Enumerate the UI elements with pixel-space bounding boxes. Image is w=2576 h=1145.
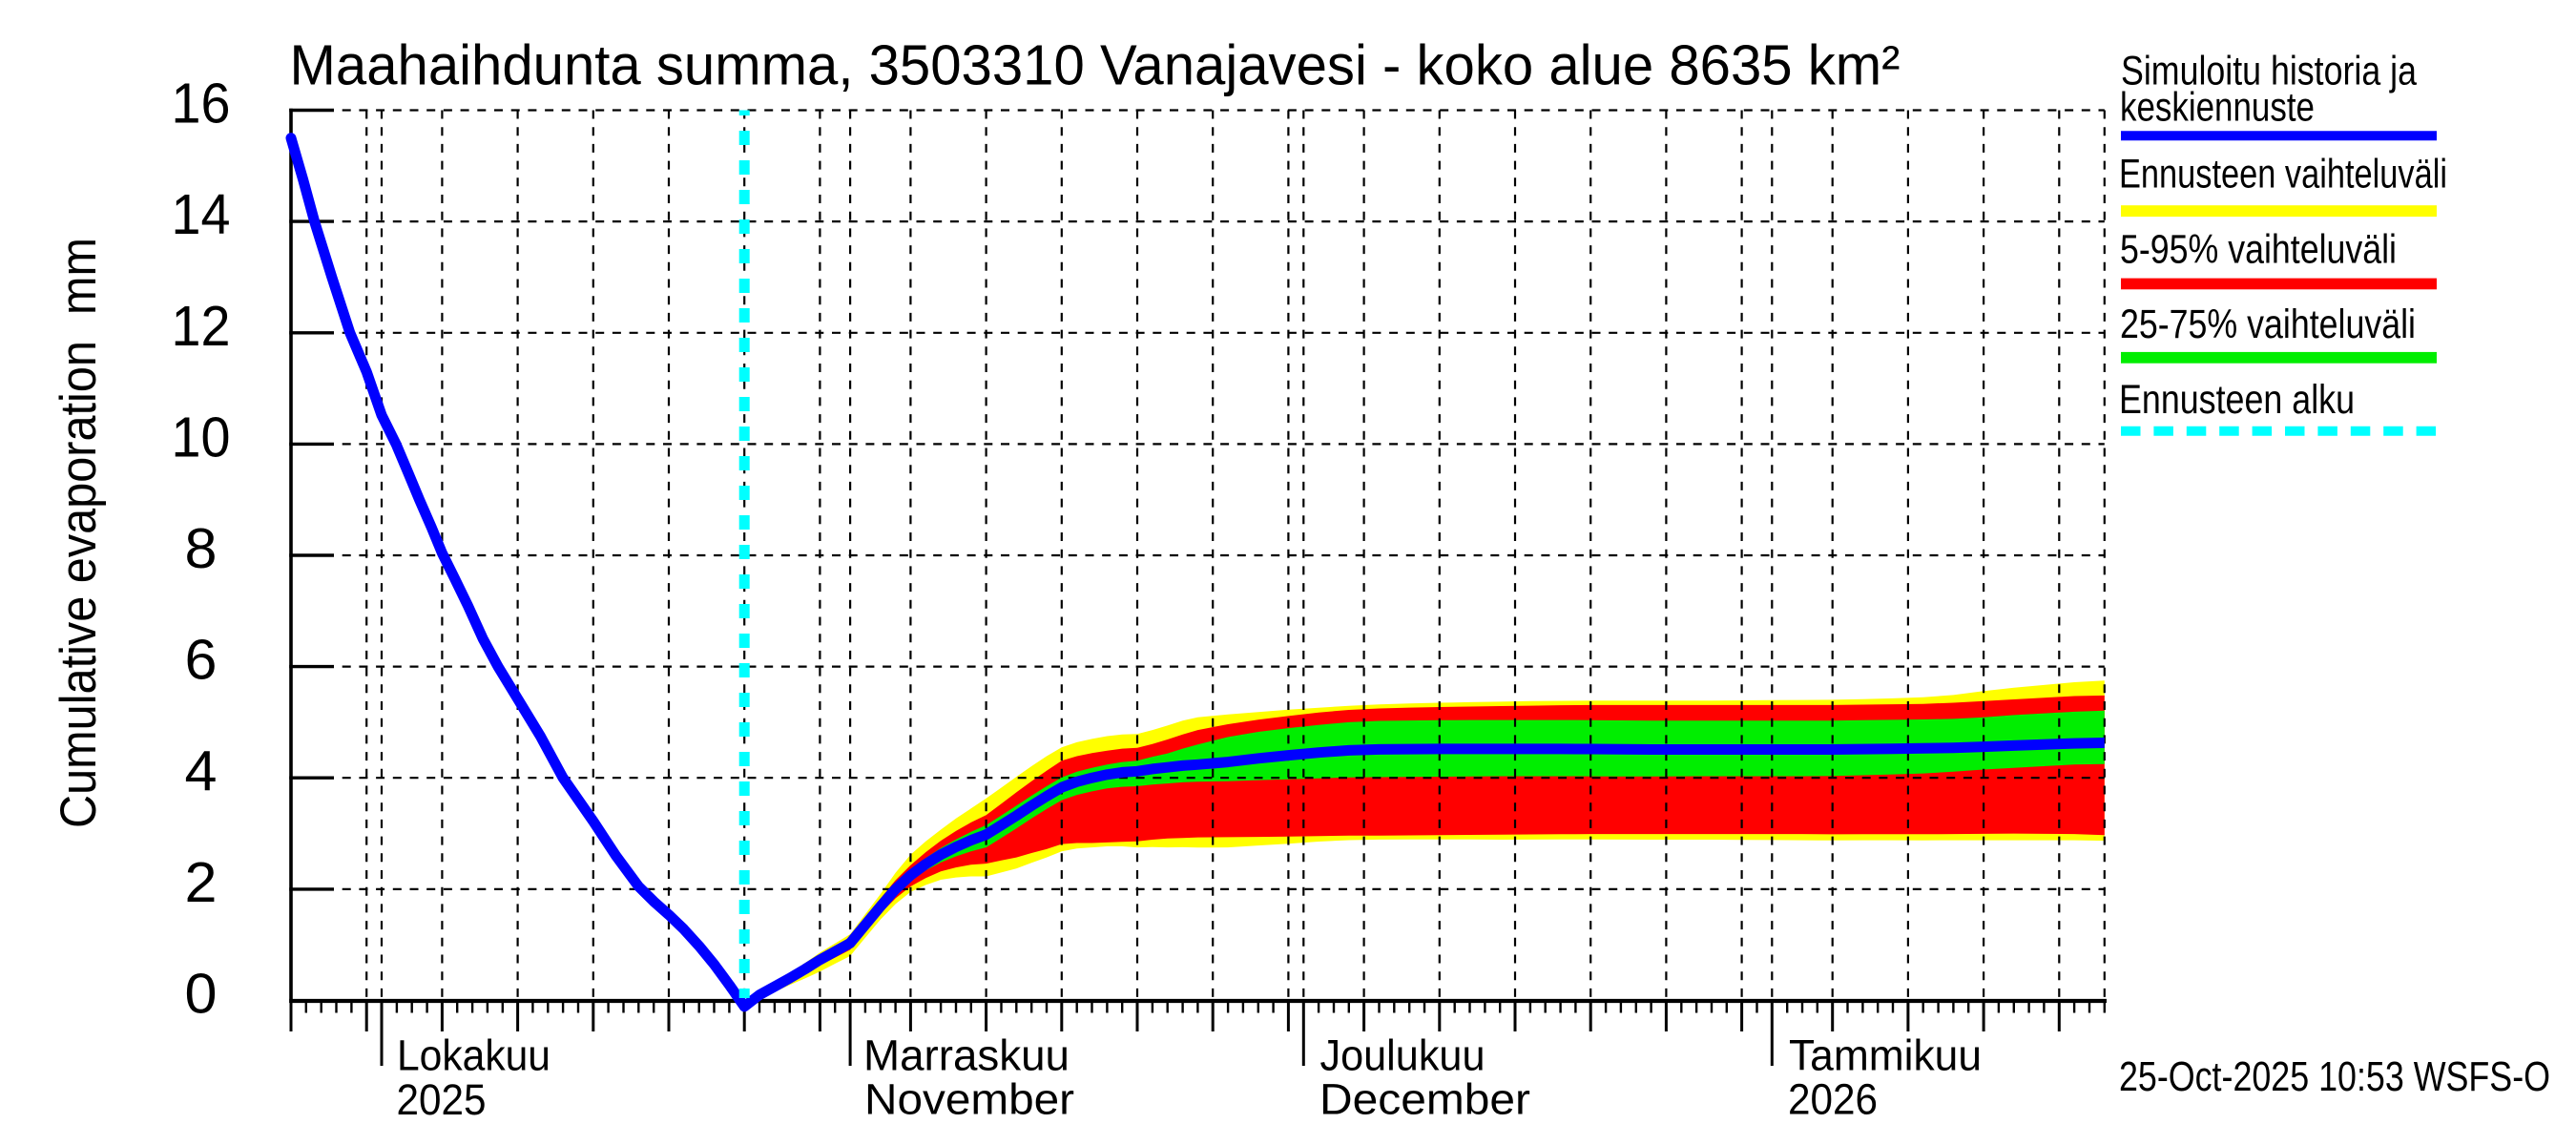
svg-text:Joulukuu: Joulukuu: [1320, 1031, 1485, 1080]
svg-text:8: 8: [185, 517, 218, 580]
svg-text:Tammikuu: Tammikuu: [1789, 1031, 1982, 1080]
svg-text:14: 14: [172, 183, 231, 246]
svg-text:5-95% vaihteluväli: 5-95% vaihteluväli: [2120, 227, 2397, 272]
svg-text:Ennusteen vaihteluväli: Ennusteen vaihteluväli: [2119, 153, 2447, 198]
svg-text:December: December: [1319, 1075, 1530, 1124]
svg-text:Simuloitu historia ja: Simuloitu historia ja: [2121, 50, 2417, 94]
svg-text:Marraskuu: Marraskuu: [863, 1031, 1070, 1080]
svg-text:0: 0: [185, 963, 218, 1026]
svg-text:Ennusteen alku: Ennusteen alku: [2119, 378, 2355, 423]
svg-text:25-75% vaihteluväli: 25-75% vaihteluväli: [2120, 302, 2416, 347]
svg-text:12: 12: [172, 295, 231, 358]
svg-text:Lokakuu: Lokakuu: [397, 1031, 551, 1080]
svg-text:Maahaihdunta summa, 3503310 Va: Maahaihdunta summa, 3503310 Vanajavesi -…: [290, 34, 1901, 97]
svg-text:25-Oct-2025 10:53 WSFS-O: 25-Oct-2025 10:53 WSFS-O: [2119, 1054, 2550, 1100]
svg-text:4: 4: [185, 739, 218, 802]
svg-text:2: 2: [185, 851, 218, 914]
svg-text:6: 6: [185, 629, 218, 692]
svg-text:November: November: [864, 1075, 1074, 1124]
svg-text:keskiennuste: keskiennuste: [2120, 86, 2315, 131]
svg-text:2025: 2025: [397, 1075, 487, 1124]
svg-text:10: 10: [172, 406, 231, 468]
svg-text:16: 16: [172, 73, 231, 135]
svg-text:2026: 2026: [1788, 1075, 1878, 1124]
svg-text:Cumulative evaporation mm: Cumulative evaporation mm: [51, 238, 107, 828]
